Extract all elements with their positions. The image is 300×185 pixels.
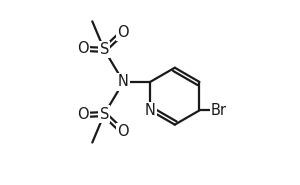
Text: O: O (117, 124, 128, 139)
Text: N: N (145, 103, 156, 118)
Text: Br: Br (211, 103, 227, 118)
Text: N: N (118, 74, 129, 89)
Text: S: S (100, 42, 109, 57)
Text: O: O (117, 25, 128, 40)
Text: O: O (77, 41, 89, 56)
Text: S: S (100, 107, 109, 122)
Text: O: O (77, 107, 89, 122)
